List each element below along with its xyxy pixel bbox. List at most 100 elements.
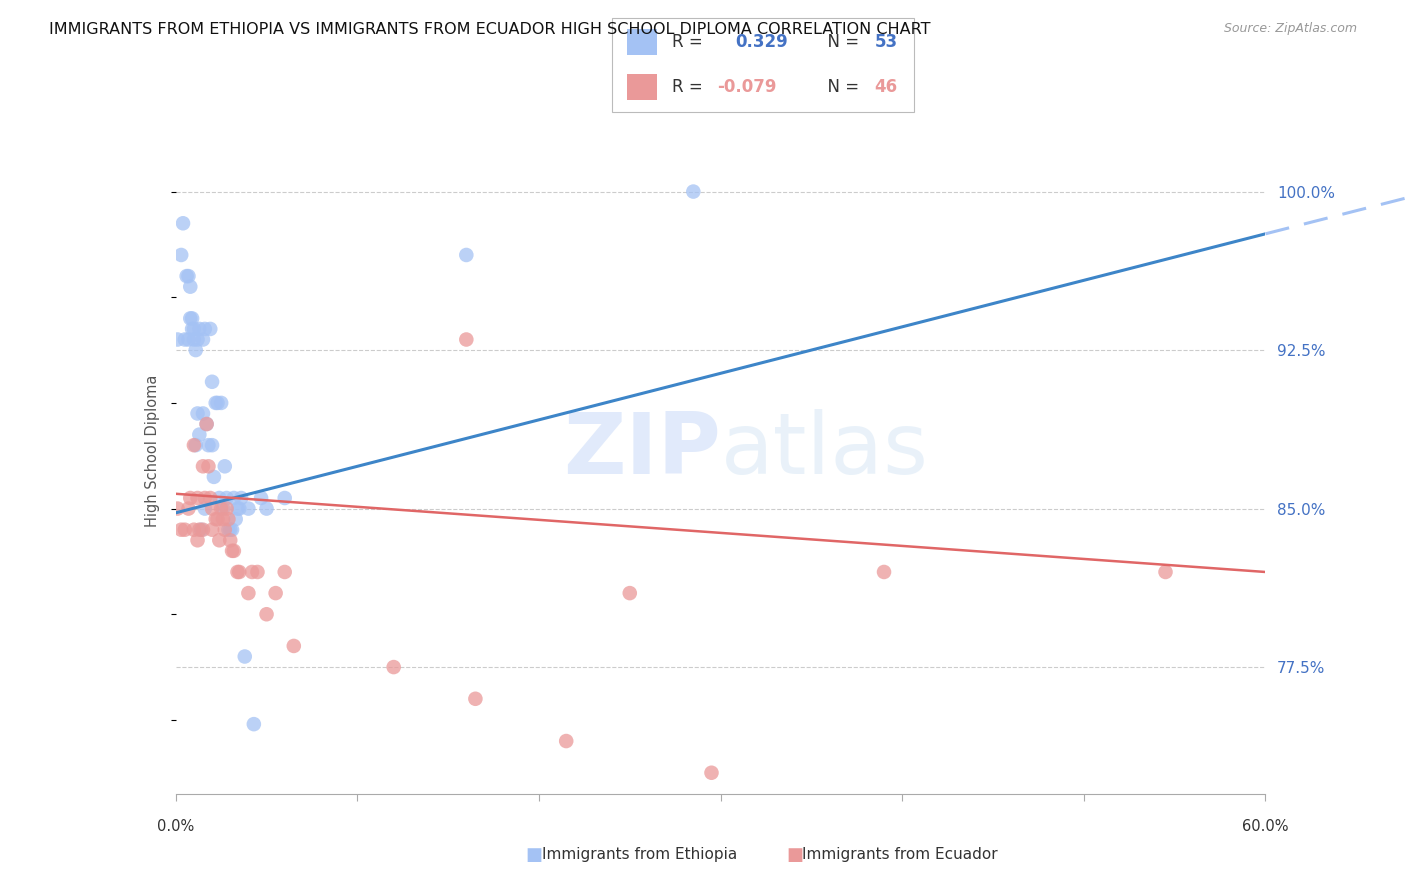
- Point: [240, 565, 263, 579]
- Point: [176, 269, 198, 284]
- Point: [177, 333, 200, 347]
- Point: [195, 417, 218, 431]
- Point: [191, 523, 214, 537]
- Bar: [627, 74, 657, 100]
- Point: [181, 322, 204, 336]
- Text: N =: N =: [817, 33, 865, 51]
- Point: [173, 333, 195, 347]
- Point: [172, 216, 194, 230]
- Point: [214, 459, 236, 474]
- Point: [225, 512, 247, 526]
- Point: [219, 523, 242, 537]
- Point: [194, 491, 217, 505]
- Point: [217, 523, 239, 537]
- Text: ■: ■: [526, 846, 543, 863]
- Point: [184, 438, 207, 452]
- Text: ZIP: ZIP: [562, 409, 721, 492]
- Point: [250, 491, 273, 505]
- Point: [188, 523, 211, 537]
- Point: [226, 565, 249, 579]
- Point: [201, 523, 224, 537]
- Point: [222, 491, 245, 505]
- Text: 53: 53: [875, 33, 897, 51]
- Point: [228, 565, 250, 579]
- Point: [221, 523, 243, 537]
- Point: [179, 491, 201, 505]
- Point: [217, 512, 239, 526]
- Point: [179, 279, 201, 293]
- Point: [201, 438, 224, 452]
- Point: [233, 649, 256, 664]
- Point: [456, 248, 478, 262]
- Point: [183, 333, 205, 347]
- Point: [202, 470, 225, 484]
- Point: [194, 322, 217, 336]
- Point: [173, 523, 195, 537]
- Point: [188, 427, 211, 442]
- Text: R =: R =: [672, 78, 709, 96]
- Point: [197, 459, 219, 474]
- Point: [166, 501, 188, 516]
- Point: [264, 586, 287, 600]
- Point: [201, 375, 224, 389]
- Point: [170, 248, 193, 262]
- Point: [191, 333, 214, 347]
- Point: [207, 512, 229, 526]
- Point: [183, 438, 205, 452]
- Point: [1154, 565, 1177, 579]
- Point: [214, 523, 236, 537]
- Point: [181, 311, 204, 326]
- Point: [464, 691, 486, 706]
- Point: [183, 523, 205, 537]
- Point: [222, 544, 245, 558]
- Point: [186, 533, 209, 548]
- Text: Immigrants from Ethiopia: Immigrants from Ethiopia: [543, 847, 737, 862]
- Point: [219, 533, 242, 548]
- Point: [184, 343, 207, 357]
- Point: [179, 311, 201, 326]
- Point: [682, 185, 704, 199]
- Point: [700, 765, 723, 780]
- Point: [177, 501, 200, 516]
- Point: [228, 501, 250, 516]
- Point: [212, 501, 235, 516]
- Text: 0.329: 0.329: [735, 33, 789, 51]
- Point: [215, 491, 238, 505]
- Point: [274, 565, 297, 579]
- Point: [456, 333, 478, 347]
- Point: [243, 717, 266, 731]
- Point: [177, 269, 200, 284]
- Point: [191, 407, 214, 421]
- Point: [274, 491, 297, 505]
- Point: [208, 491, 231, 505]
- Point: [212, 512, 235, 526]
- Text: Source: ZipAtlas.com: Source: ZipAtlas.com: [1223, 22, 1357, 36]
- Point: [208, 533, 231, 548]
- Text: Immigrants from Ecuador: Immigrants from Ecuador: [801, 847, 998, 862]
- Point: [204, 512, 226, 526]
- Text: 60.0%: 60.0%: [1241, 819, 1289, 834]
- Point: [186, 407, 209, 421]
- Text: -0.079: -0.079: [717, 78, 778, 96]
- Point: [183, 322, 205, 336]
- Point: [246, 565, 269, 579]
- Point: [231, 491, 253, 505]
- Point: [190, 523, 212, 537]
- Point: [204, 396, 226, 410]
- Point: [555, 734, 578, 748]
- Point: [195, 417, 218, 431]
- Point: [283, 639, 305, 653]
- Text: atlas: atlas: [721, 409, 928, 492]
- Text: 0.0%: 0.0%: [157, 819, 194, 834]
- Point: [382, 660, 405, 674]
- Bar: [627, 29, 657, 55]
- Point: [188, 322, 211, 336]
- Text: IMMIGRANTS FROM ETHIOPIA VS IMMIGRANTS FROM ECUADOR HIGH SCHOOL DIPLOMA CORRELAT: IMMIGRANTS FROM ETHIOPIA VS IMMIGRANTS F…: [49, 22, 931, 37]
- Text: R =: R =: [672, 33, 713, 51]
- Point: [194, 501, 217, 516]
- Point: [209, 501, 232, 516]
- Y-axis label: High School Diploma: High School Diploma: [145, 375, 160, 526]
- Point: [256, 501, 278, 516]
- Point: [209, 396, 232, 410]
- Point: [221, 544, 243, 558]
